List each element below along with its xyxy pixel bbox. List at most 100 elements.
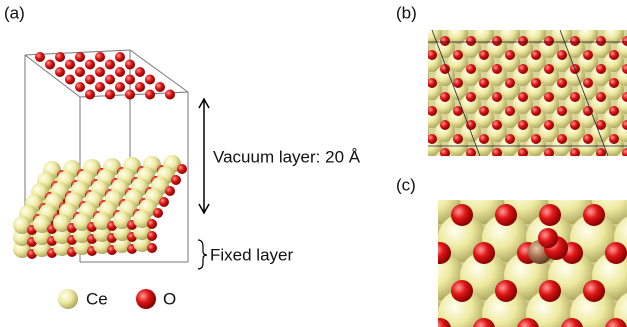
atom [544, 120, 554, 130]
atom [487, 38, 507, 58]
atom [65, 59, 75, 70]
atom [113, 211, 131, 229]
atom [55, 67, 65, 77]
atom [552, 30, 572, 44]
atom [596, 120, 606, 130]
atom [414, 64, 424, 74]
atom [428, 127, 429, 137]
atom [557, 162, 567, 172]
atom [609, 50, 619, 60]
panel-a-structure [13, 49, 189, 263]
atom [596, 64, 606, 74]
atom [557, 134, 567, 144]
atom [578, 52, 598, 72]
cell-edge [24, 54, 81, 98]
atom [414, 36, 424, 46]
atom [596, 148, 606, 156]
atom [604, 30, 624, 44]
atom [505, 50, 515, 60]
atom [539, 66, 559, 86]
atom [487, 122, 507, 142]
atom [544, 36, 554, 46]
atom [147, 243, 157, 253]
atom [75, 67, 85, 77]
atom [495, 204, 517, 226]
atom [95, 52, 105, 62]
atom [115, 82, 125, 92]
atom [583, 204, 605, 226]
atom [440, 148, 450, 156]
atom [583, 50, 593, 60]
atom [505, 78, 515, 88]
atom [171, 175, 181, 185]
atom [438, 224, 442, 252]
atom [596, 36, 606, 46]
atom [539, 122, 559, 142]
atom [105, 74, 115, 85]
atom [539, 94, 559, 114]
atom [518, 92, 528, 102]
atom [145, 89, 155, 100]
atom [526, 80, 546, 100]
atom [105, 59, 115, 70]
atom [435, 66, 455, 86]
atom [93, 212, 111, 230]
atom [435, 122, 455, 142]
atom [500, 52, 520, 72]
atom [583, 78, 593, 88]
atom [583, 162, 593, 172]
atom [487, 66, 507, 86]
atom [428, 78, 437, 88]
atom [538, 228, 558, 248]
atom [557, 78, 567, 88]
atom [53, 214, 71, 232]
atom [165, 186, 175, 196]
atom [505, 134, 515, 144]
atom [473, 318, 495, 327]
atom [479, 106, 489, 116]
atom [622, 148, 627, 156]
atom [578, 30, 598, 44]
atom [165, 89, 175, 100]
atom [518, 64, 528, 74]
atom [505, 162, 515, 172]
atom [448, 52, 468, 72]
atom [396, 108, 416, 128]
atom [105, 89, 115, 100]
atom [518, 148, 528, 156]
atom [453, 106, 463, 116]
atom [583, 106, 593, 116]
atom [55, 52, 65, 62]
atom [474, 30, 494, 44]
atom [407, 280, 429, 302]
atom [407, 204, 429, 226]
arrow-heads [198, 97, 210, 215]
atom [561, 318, 583, 327]
atom [604, 108, 624, 128]
atom [125, 59, 135, 70]
atom [609, 106, 619, 116]
atom [531, 50, 541, 60]
atom [565, 38, 585, 58]
atom [115, 52, 125, 62]
atom [500, 80, 520, 100]
atom [539, 204, 561, 226]
atom [622, 64, 627, 74]
atom [570, 120, 580, 130]
atom [115, 67, 125, 77]
atom [517, 318, 539, 327]
atom [622, 36, 627, 46]
atom [133, 210, 151, 228]
atom [557, 50, 567, 60]
atom [591, 38, 611, 58]
cell-edge [129, 49, 189, 93]
atom [578, 80, 598, 100]
atom [583, 280, 605, 302]
atom [505, 106, 515, 116]
legend-o-swatch [136, 289, 156, 309]
fixed-brace [197, 239, 208, 270]
atom [531, 134, 541, 144]
atom [479, 50, 489, 60]
atom [453, 134, 463, 144]
panel-label: (b) [396, 3, 417, 22]
